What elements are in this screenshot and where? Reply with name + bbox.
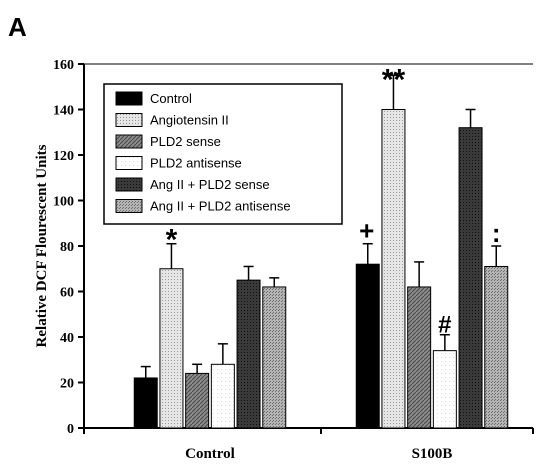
legend-label: PLD2 sense [150,134,221,149]
bar [262,286,287,429]
legend-swatch [115,134,143,149]
y-tick-label: 160 [53,58,74,73]
significance-marker: + [359,216,374,246]
y-tick-label: 60 [60,286,74,301]
bar [185,372,210,429]
significance-marker: * [166,224,178,257]
y-tick-label: 40 [60,331,74,346]
bar [355,263,380,429]
x-category-label: Control [185,446,235,462]
legend-label: Control [150,91,192,106]
x-category-label: S100B [412,446,453,462]
bar [236,279,261,429]
significance-marker: ** [382,63,406,96]
y-tick-label: 80 [60,240,74,255]
legend-swatch [115,156,143,170]
bar [432,350,457,429]
legend-box [103,83,343,225]
legend: Control Angiotensin II PLD2 sense PLD2 anti… [103,83,343,225]
bar [484,265,509,429]
bar [210,363,235,429]
y-tick-label: 140 [53,104,74,119]
legend-swatch [115,91,143,106]
bar [133,377,158,429]
legend-swatch [115,199,143,213]
significance-marker: : [492,218,501,248]
y-tick-label: 20 [60,377,74,392]
y-tick-label: 100 [53,195,74,210]
legend-label: Angiotensin II [150,113,229,128]
legend-label: Ang II + PLD2 sense [150,177,270,192]
bar [381,109,406,429]
y-tick-label: 120 [53,149,74,164]
legend-swatch [115,113,143,127]
legend-swatch [115,177,143,192]
panel-label: A [8,12,27,42]
y-axis-label: Relative DCF Flourescent Units [34,144,50,347]
bar [159,268,184,429]
legend-label: Ang II + PLD2 antisense [150,199,291,214]
bar [407,286,432,429]
significance-marker: # [438,312,451,339]
bar [458,127,483,429]
legend-label: PLD2 antisense [150,156,242,171]
y-tick-label: 0 [67,422,74,437]
